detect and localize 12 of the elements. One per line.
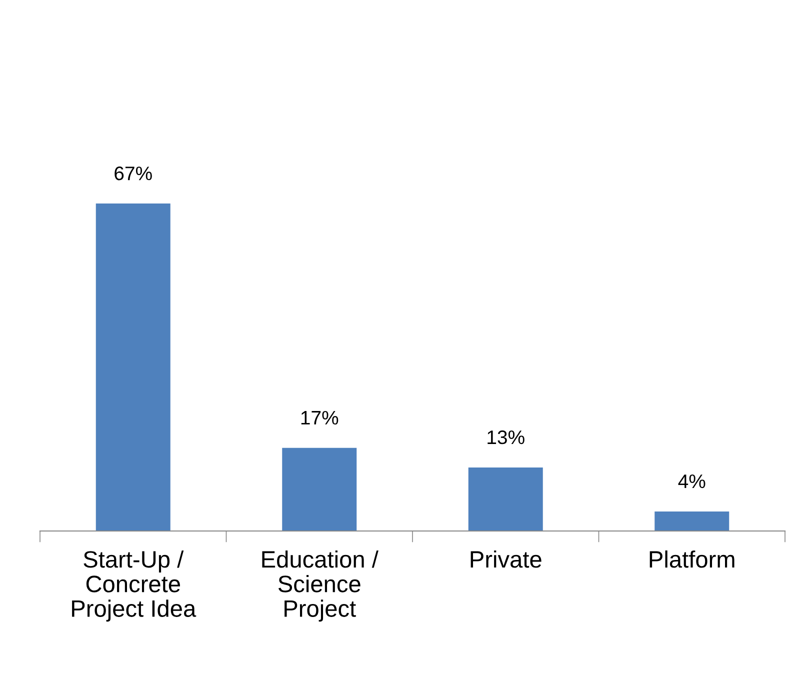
- bar: [96, 204, 170, 531]
- bar: [282, 448, 357, 531]
- bar: [468, 467, 543, 531]
- x-tick-label: Platform: [650, 550, 734, 568]
- data-label: 13%: [488, 430, 524, 444]
- x-tick-label: Private: [470, 550, 542, 568]
- bar: [654, 511, 730, 531]
- x-tick-label: Start-Up / Concrete Project Idea: [72, 550, 196, 622]
- x-tick-label: Education / Science Project: [262, 550, 378, 622]
- data-label: 4%: [678, 474, 706, 488]
- data-label: 17%: [301, 410, 338, 425]
- data-label: 67%: [114, 166, 152, 180]
